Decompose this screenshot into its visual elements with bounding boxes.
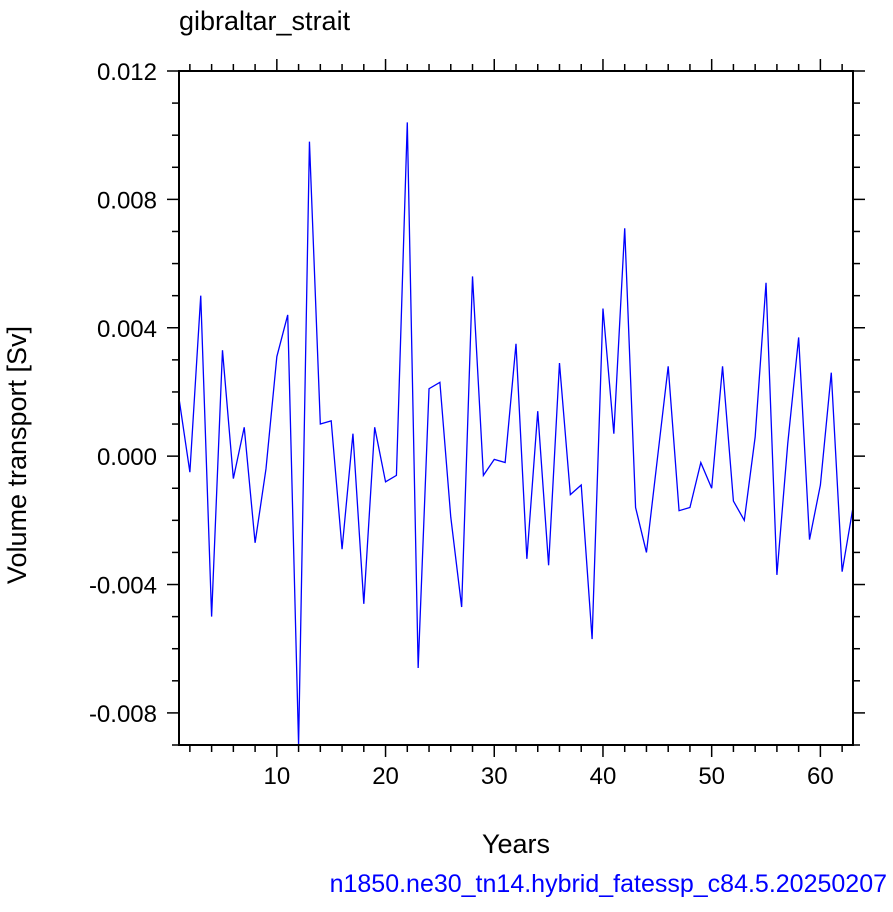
y-tick-label: 0.012 [97, 59, 157, 86]
y-tick-label: 0.008 [97, 187, 157, 214]
y-tick-label: 0.000 [97, 444, 157, 471]
chart-title: gibraltar_strait [179, 6, 351, 36]
y-tick-label: 0.004 [97, 316, 157, 343]
run-caption: n1850.ne30_tn14.hybrid_fatessp_c84.5.202… [329, 870, 887, 898]
axis-ticks [167, 59, 865, 757]
plot-frame [178, 70, 854, 746]
x-tick-label: 30 [481, 763, 508, 790]
x-tick-label: 50 [698, 763, 725, 790]
plot-area [178, 70, 854, 746]
series-line [179, 122, 853, 745]
x-tick-label: 60 [807, 763, 834, 790]
y-tick-label: -0.008 [89, 701, 157, 728]
y-tick-label: -0.004 [89, 573, 157, 600]
y-tick-labels: -0.008 -0.004 0.000 0.004 0.008 0.012 [89, 59, 157, 728]
x-tick-label: 20 [372, 763, 399, 790]
x-tick-label: 10 [263, 763, 290, 790]
x-tick-labels: 10 20 30 40 50 60 [263, 763, 833, 790]
x-tick-label: 40 [590, 763, 617, 790]
x-axis-label: Years [482, 829, 550, 859]
y-axis-label: Volume transport [Sv] [2, 326, 32, 584]
